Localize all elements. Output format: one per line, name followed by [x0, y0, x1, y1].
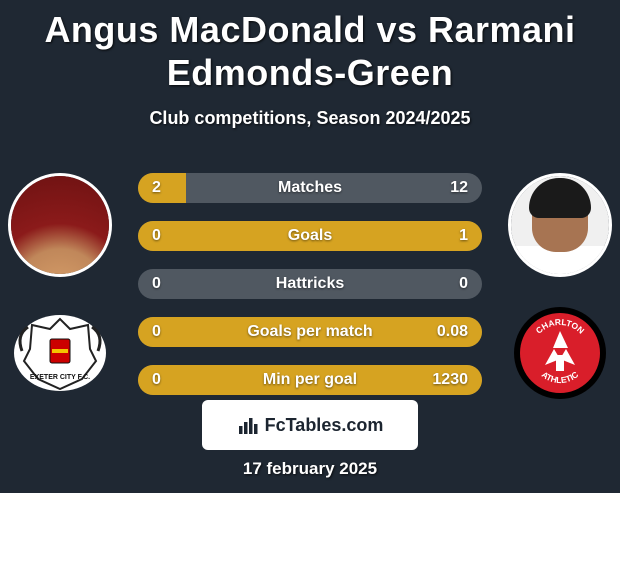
stat-value-right: 1 — [459, 227, 468, 245]
subtitle: Club competitions, Season 2024/2025 — [0, 108, 620, 129]
comparison-card: Angus MacDonald vs Rarmani Edmonds-Green… — [0, 0, 620, 493]
stat-row: 0 Goals per match 0.08 — [138, 317, 482, 347]
club-left-badge: EXETER CITY F.C. — [12, 305, 108, 401]
stat-label: Matches — [278, 179, 342, 197]
stat-fill-left — [138, 173, 186, 203]
bar-chart-icon — [237, 414, 259, 436]
stat-value-right: 0 — [459, 275, 468, 293]
stat-value-right: 0.08 — [437, 323, 468, 341]
stat-value-left: 0 — [152, 227, 161, 245]
stats-column: 2 Matches 12 0 Goals 1 0 Hattricks 0 0 Goals per m… — [120, 165, 500, 395]
source-logo: FcTables.com — [202, 400, 418, 450]
player-left-avatar — [11, 176, 109, 274]
stat-label: Hattricks — [276, 275, 344, 293]
stat-row: 0 Hattricks 0 — [138, 269, 482, 299]
below-card-whitespace — [0, 493, 620, 580]
source-logo-text: FcTables.com — [265, 415, 384, 436]
stat-value-left: 2 — [152, 179, 161, 197]
stat-value-right: 12 — [450, 179, 468, 197]
player-right-photo — [508, 173, 612, 277]
charlton-crest-icon: CHARLTON ATHLETIC — [512, 305, 608, 401]
stat-value-left: 0 — [152, 275, 161, 293]
stat-label: Goals — [288, 227, 332, 245]
player-left-photo — [8, 173, 112, 277]
content-row: EXETER CITY F.C. 2 Matches 12 0 Goals 1 0 Hattr… — [0, 165, 620, 401]
date-label: 17 february 2025 — [0, 459, 620, 479]
stat-value-left: 0 — [152, 323, 161, 341]
stat-label: Goals per match — [247, 323, 372, 341]
exeter-crest-icon: EXETER CITY F.C. — [12, 305, 108, 401]
left-side: EXETER CITY F.C. — [0, 165, 120, 401]
stat-value-right: 1230 — [432, 371, 468, 389]
right-side: CHARLTON ATHLETIC — [500, 165, 620, 401]
stat-row: 2 Matches 12 — [138, 173, 482, 203]
club-right-badge: CHARLTON ATHLETIC — [512, 305, 608, 401]
stat-row: 0 Goals 1 — [138, 221, 482, 251]
stat-label: Min per goal — [263, 371, 357, 389]
stat-value-left: 0 — [152, 371, 161, 389]
player-right-avatar — [511, 176, 609, 274]
svg-text:EXETER CITY F.C.: EXETER CITY F.C. — [30, 374, 90, 381]
stat-row: 0 Min per goal 1230 — [138, 365, 482, 395]
page-title: Angus MacDonald vs Rarmani Edmonds-Green — [0, 0, 620, 94]
